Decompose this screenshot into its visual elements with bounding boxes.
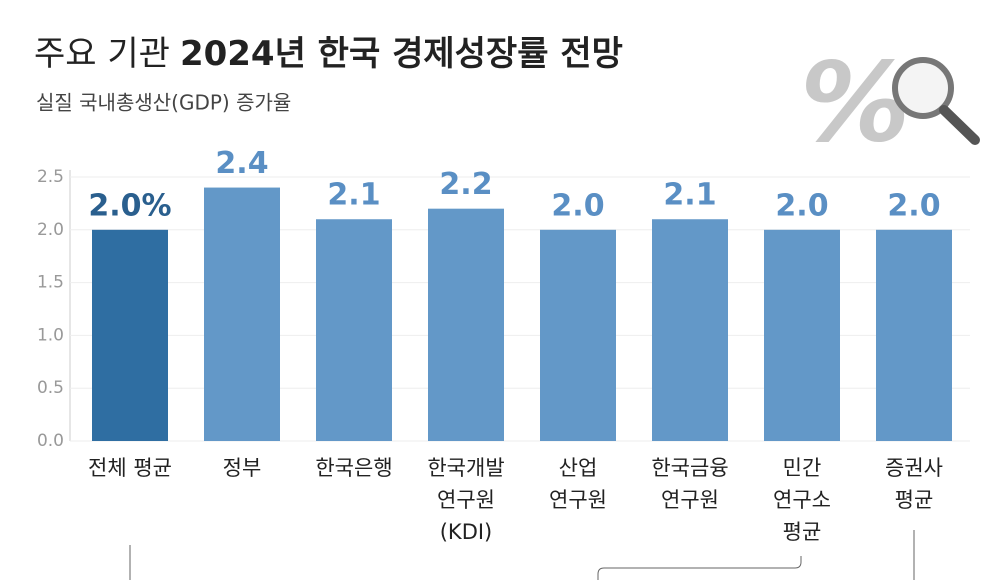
x-tick-label: 정부 bbox=[223, 456, 262, 480]
value-label: 2.1 bbox=[663, 178, 716, 213]
x-tick-label: 전체 평균 bbox=[88, 456, 172, 480]
x-tick-line: 연구소 bbox=[773, 488, 831, 512]
y-tick-label: 0.0 bbox=[37, 431, 64, 451]
value-label: 2.0 bbox=[551, 188, 604, 223]
value-label: 2.4 bbox=[215, 146, 268, 181]
x-tick-line: 연구원 bbox=[437, 488, 495, 512]
y-tick-label: 1.5 bbox=[37, 273, 64, 293]
x-tick-line: 평균 bbox=[783, 520, 822, 544]
y-tick-label: 1.0 bbox=[37, 325, 64, 345]
value-label: 2.2 bbox=[439, 167, 492, 202]
bar bbox=[876, 229, 952, 441]
x-tick-line: 산업 bbox=[559, 456, 598, 480]
value-label: 2.0 bbox=[887, 188, 940, 223]
x-tick-line: 평균 bbox=[895, 488, 934, 512]
percent-sign: % bbox=[800, 38, 910, 166]
magnifier-lens bbox=[892, 57, 954, 119]
x-tick-line: 정부 bbox=[223, 456, 262, 480]
bar bbox=[92, 229, 168, 441]
x-tick-line: 연구원 bbox=[661, 488, 719, 512]
title-light: 주요 기관 bbox=[34, 34, 170, 74]
x-tick-line: 전체 평균 bbox=[88, 456, 172, 480]
bar bbox=[316, 219, 392, 441]
percent-icon: % bbox=[800, 38, 980, 166]
y-tick-label: 0.5 bbox=[37, 378, 64, 398]
y-tick-label: 2.0 bbox=[37, 220, 64, 240]
magnifier-handle bbox=[939, 105, 980, 145]
x-tick-line: 한국금융 bbox=[651, 456, 728, 480]
value-label: 2.0% bbox=[88, 188, 171, 223]
chart-subtitle: 실질 국내총생산(GDP) 증가율 bbox=[36, 91, 291, 115]
x-tick-line: 민간 bbox=[783, 456, 822, 480]
connectors bbox=[129, 530, 915, 580]
y-tick-label: 2.5 bbox=[37, 167, 64, 187]
bar bbox=[204, 187, 280, 441]
chart-title: 주요 기관 2024년 한국 경제성장률 전망 bbox=[34, 34, 623, 74]
x-tick-line: 한국개발 bbox=[427, 456, 504, 480]
bar bbox=[652, 219, 728, 441]
connector bbox=[597, 556, 802, 580]
value-label: 2.1 bbox=[327, 178, 380, 213]
bar bbox=[540, 229, 616, 441]
x-tick-line: 연구원 bbox=[549, 488, 607, 512]
bar bbox=[428, 208, 504, 441]
x-tick-line: (KDI) bbox=[440, 520, 493, 544]
title-bold: 2024년 한국 경제성장률 전망 bbox=[180, 34, 623, 74]
x-tick-line: 증권사 bbox=[885, 456, 943, 480]
bar bbox=[764, 229, 840, 441]
x-tick-label: 한국은행 bbox=[315, 456, 392, 480]
value-label: 2.0 bbox=[775, 188, 828, 223]
x-tick-line: 한국은행 bbox=[315, 456, 392, 480]
